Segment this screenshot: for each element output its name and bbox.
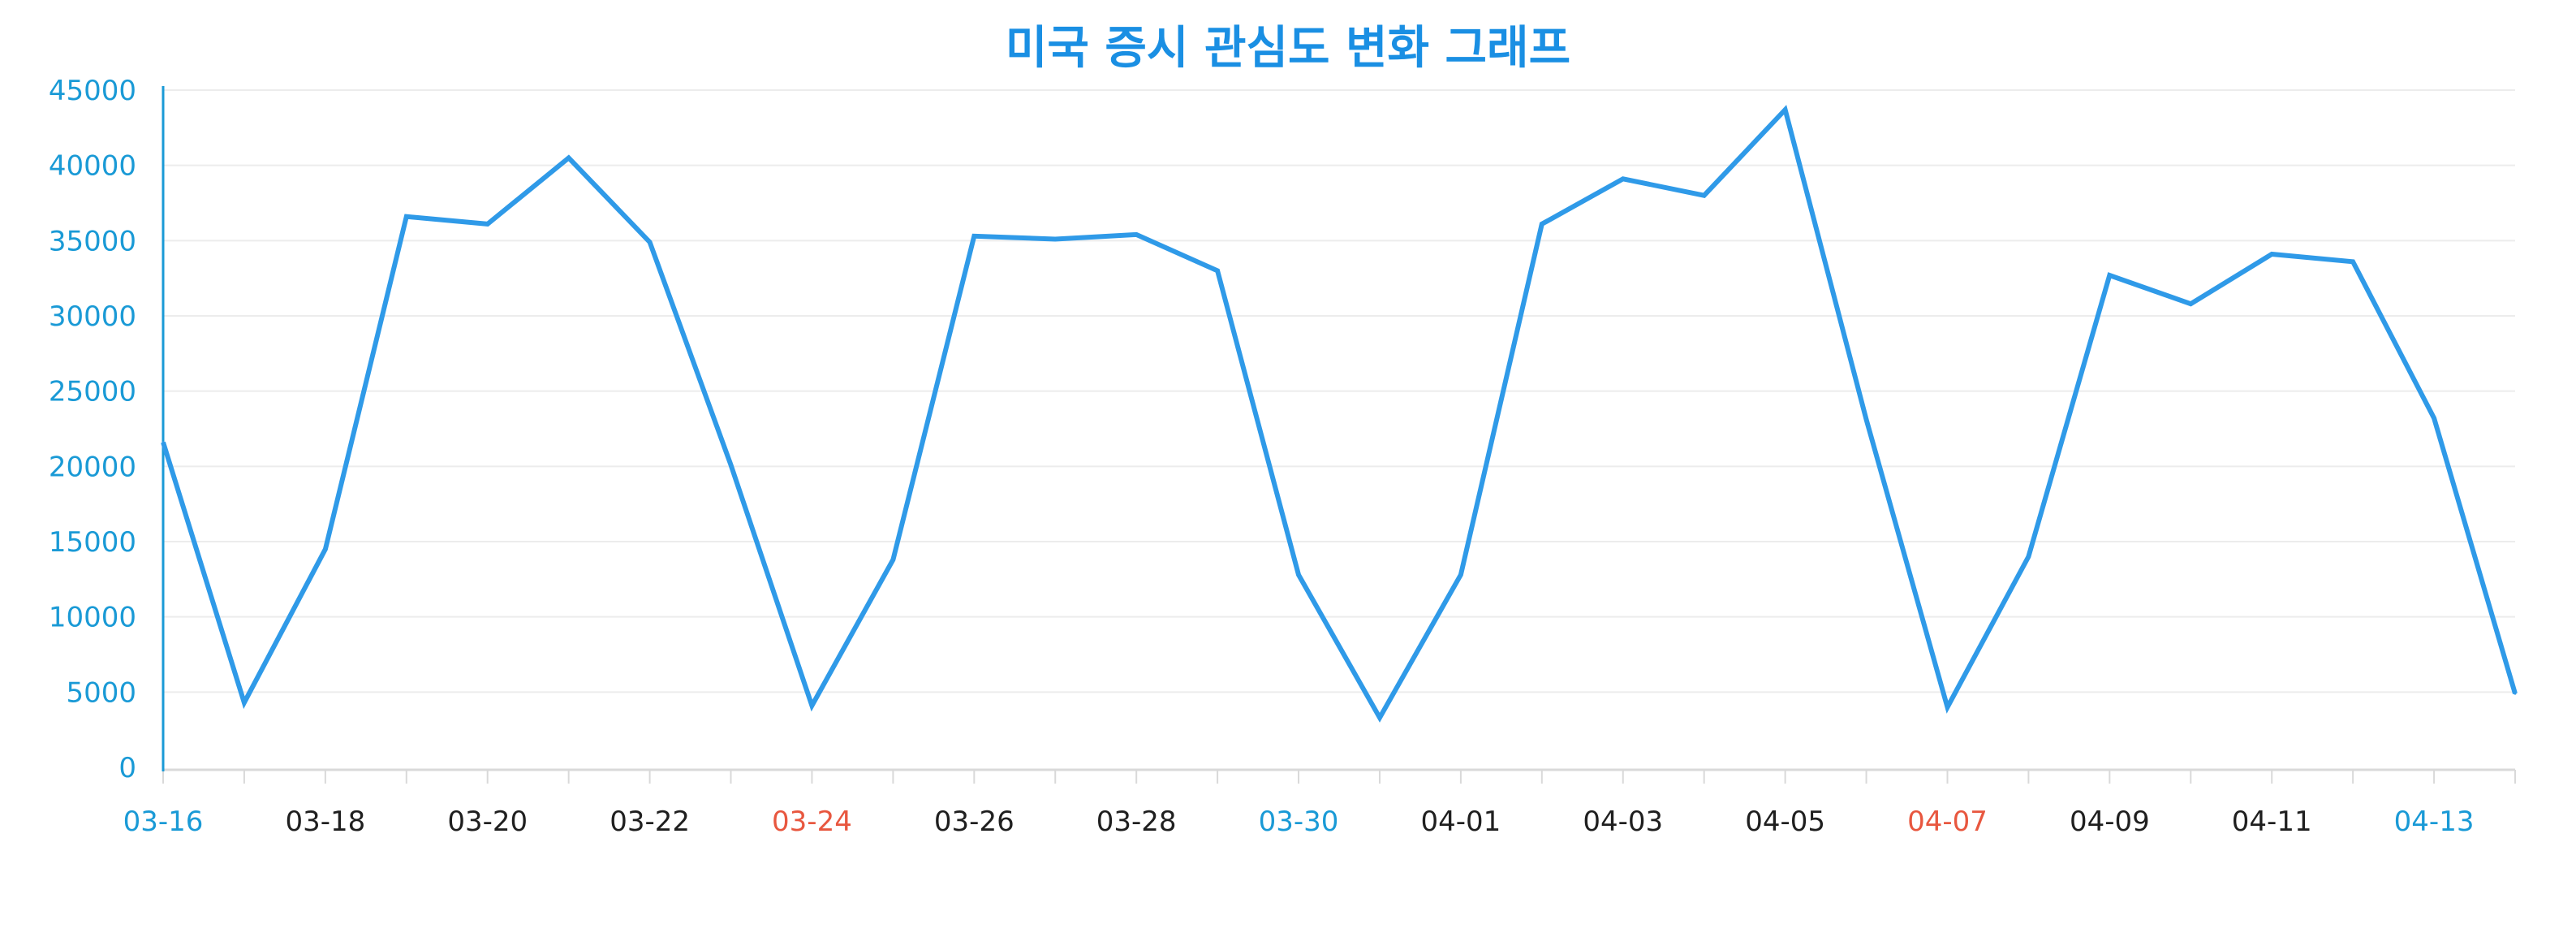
y-tick-label: 0 bbox=[118, 752, 136, 784]
x-tick-label: 03-28 bbox=[1096, 806, 1177, 838]
x-tick-label: 03-22 bbox=[610, 806, 690, 838]
series-layer bbox=[161, 105, 2518, 723]
chart-title: 미국 증시 관심도 변화 그래프 bbox=[1006, 22, 1570, 75]
data-point bbox=[1945, 706, 1949, 709]
data-point bbox=[1378, 716, 1381, 719]
x-tick-label: 04-03 bbox=[1583, 806, 1663, 838]
data-point bbox=[1540, 222, 1544, 226]
gridlines bbox=[163, 89, 2515, 693]
x-tick-labels: 03-16 03-18 03-20 03-22 03-24 03-26 03-28 03-30… bbox=[123, 806, 2475, 838]
data-point bbox=[1297, 573, 1300, 577]
data-point bbox=[1135, 233, 1138, 236]
data-point bbox=[1865, 418, 1868, 421]
data-point bbox=[972, 235, 976, 238]
data-point bbox=[162, 441, 165, 444]
x-tick-label: 03-18 bbox=[285, 806, 365, 838]
data-point bbox=[324, 547, 327, 551]
y-tick-label: 15000 bbox=[49, 526, 136, 559]
data-point bbox=[2027, 555, 2030, 559]
data-point bbox=[1216, 269, 1219, 272]
y-tick-label: 20000 bbox=[49, 451, 136, 483]
y-tick-labels: 0 5000 10000 15000 20000 25000 30000 35000 40000… bbox=[49, 75, 136, 784]
data-point bbox=[243, 701, 246, 704]
data-point bbox=[810, 704, 813, 707]
axes bbox=[162, 86, 2516, 784]
data-point bbox=[2270, 253, 2273, 256]
x-tick-label: 03-20 bbox=[447, 806, 528, 838]
data-point bbox=[730, 463, 733, 466]
x-tick-label: 04-01 bbox=[1420, 806, 1501, 838]
y-tick-label: 25000 bbox=[49, 376, 136, 408]
data-point bbox=[891, 558, 894, 561]
x-tick-label: 04-07 bbox=[1907, 806, 1988, 838]
data-point bbox=[1622, 177, 1625, 180]
data-point bbox=[1703, 194, 1706, 197]
data-point bbox=[2514, 692, 2517, 695]
x-tick-label: 04-11 bbox=[2232, 806, 2312, 838]
x-tick-label: 03-24 bbox=[772, 806, 852, 838]
data-point bbox=[648, 240, 652, 244]
series-line bbox=[161, 105, 2518, 723]
y-tick-label: 45000 bbox=[49, 75, 136, 107]
data-point bbox=[2108, 274, 2111, 277]
y-tick-label: 10000 bbox=[49, 602, 136, 634]
y-tick-label: 30000 bbox=[49, 300, 136, 333]
data-point bbox=[567, 156, 571, 159]
data-point bbox=[2351, 260, 2354, 263]
y-tick-label: 40000 bbox=[49, 150, 136, 183]
data-point bbox=[1784, 108, 1787, 111]
x-tick-label: 04-05 bbox=[1745, 806, 1825, 838]
y-tick-label: 5000 bbox=[66, 676, 136, 709]
data-point bbox=[405, 215, 408, 218]
x-tick-label: 03-26 bbox=[934, 806, 1014, 838]
data-point bbox=[2189, 302, 2192, 305]
data-point bbox=[2432, 417, 2436, 420]
x-tick-label: 04-13 bbox=[2394, 806, 2475, 838]
data-point bbox=[1053, 237, 1057, 240]
x-tick-label: 03-30 bbox=[1259, 806, 1339, 838]
x-tick-label: 03-16 bbox=[123, 806, 204, 838]
x-tick-label: 04-09 bbox=[2070, 806, 2150, 838]
y-tick-label: 35000 bbox=[49, 225, 136, 257]
data-point bbox=[1459, 573, 1462, 577]
data-point bbox=[486, 222, 489, 226]
